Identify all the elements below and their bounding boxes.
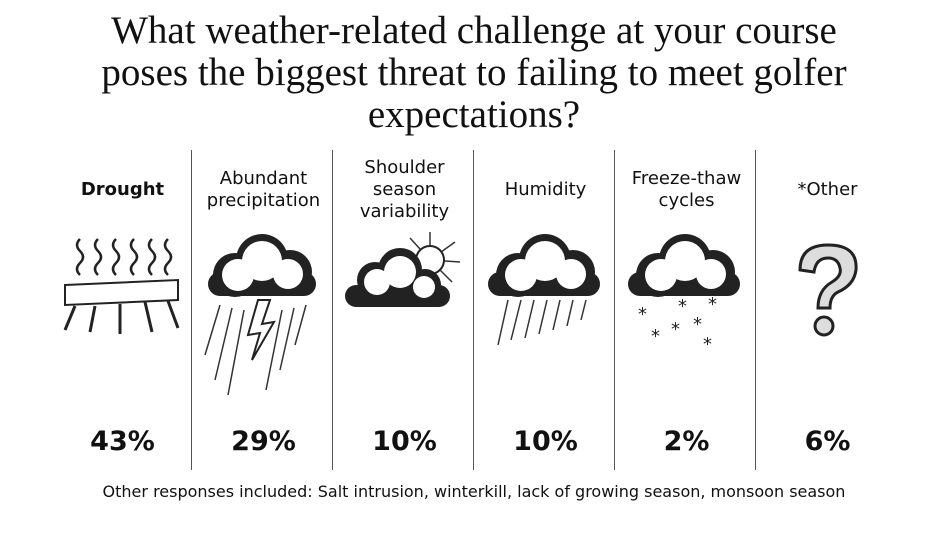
category-label: Abundant precipitation (206, 168, 321, 211)
column: *Other 6% (757, 150, 898, 470)
svg-text:*: * (678, 296, 687, 317)
value-label: 43% (90, 426, 155, 457)
snow-icon: * * ***** (628, 234, 740, 355)
category-label: Drought (80, 179, 165, 200)
category-label: Freeze-thaw cycles (631, 168, 742, 211)
value-label: 10% (513, 426, 578, 457)
column: Drought 43% (52, 150, 193, 470)
sun-cloud-icon (345, 232, 461, 307)
value-label: 10% (372, 426, 437, 457)
divider (473, 150, 474, 470)
svg-text:*: * (708, 294, 717, 315)
category-label: Shoulder season variability (359, 157, 450, 222)
column: Abundant precipitation 29% (193, 150, 334, 470)
question-icon (798, 243, 858, 337)
humidity-icon (488, 234, 600, 346)
divider (191, 150, 192, 470)
category-label: *Other (797, 179, 858, 200)
value-label: 6% (804, 426, 851, 457)
svg-text:*: * (651, 326, 660, 347)
svg-text:*: * (638, 304, 647, 325)
column: Freeze-thaw cycles 2% (616, 150, 757, 470)
chart-title: What weather-related challenge at your c… (101, 9, 847, 136)
svg-text:*: * (671, 319, 680, 340)
value-label: 2% (663, 426, 710, 457)
footnote: Other responses included: Salt intrusion… (102, 482, 846, 501)
svg-text:*: * (693, 314, 702, 335)
drought-icon (63, 238, 180, 334)
svg-text:*: * (703, 334, 712, 355)
divider (614, 150, 615, 470)
value-label: 29% (231, 426, 296, 457)
category-label: Humidity (504, 179, 587, 200)
column: Humidity 10% (475, 150, 616, 470)
storm-icon (204, 234, 316, 396)
divider (332, 150, 333, 470)
divider (755, 150, 756, 470)
column: Shoulder season variability 10% (334, 150, 475, 470)
